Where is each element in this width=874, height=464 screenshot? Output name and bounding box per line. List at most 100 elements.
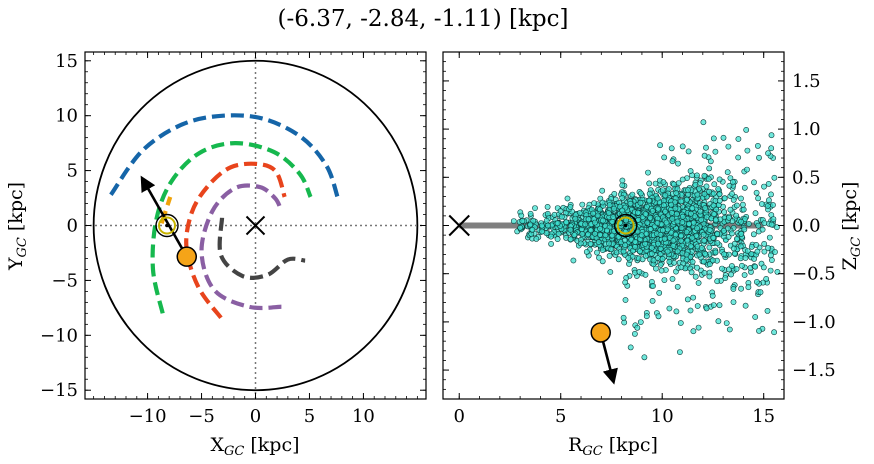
star-point	[619, 207, 626, 214]
star-point	[579, 230, 586, 237]
spiral-arm-arc	[109, 113, 340, 198]
star-point	[706, 244, 713, 251]
y-tick-label: −10	[40, 325, 78, 346]
star-point	[619, 182, 626, 189]
star-point	[599, 258, 606, 265]
star-point	[761, 220, 768, 226]
star-point	[632, 243, 638, 250]
star-point	[739, 262, 745, 269]
star-point	[646, 180, 653, 187]
x-tick-label: 0	[454, 406, 465, 427]
star-point	[720, 134, 727, 141]
star-point	[744, 166, 750, 173]
star-point	[595, 239, 602, 245]
star-point	[684, 237, 691, 244]
star-point	[643, 230, 650, 237]
spiral-arm-arc	[150, 141, 313, 314]
star-point	[591, 200, 597, 206]
star-point	[668, 229, 675, 236]
star-point	[671, 181, 677, 188]
star-point	[748, 251, 755, 257]
star-point	[700, 258, 707, 265]
star-point	[701, 269, 708, 276]
star-point	[703, 305, 710, 312]
star-point	[760, 264, 767, 271]
star-point	[543, 217, 550, 224]
star-point	[654, 195, 661, 202]
star-point	[768, 145, 775, 152]
star-point	[677, 320, 684, 326]
star-point	[510, 218, 517, 224]
star-point	[678, 232, 684, 239]
star-point	[643, 313, 650, 320]
star-point	[636, 268, 643, 275]
star-point	[539, 228, 545, 235]
star-point	[711, 211, 717, 217]
star-point	[742, 255, 749, 261]
x-tick-label: −5	[188, 406, 215, 427]
star-point	[729, 190, 735, 197]
star-point	[532, 205, 538, 211]
star-point	[764, 203, 771, 209]
star-point	[675, 160, 681, 167]
spiral-arm-arc	[199, 183, 283, 311]
star-point	[609, 232, 616, 239]
star-point	[697, 180, 704, 187]
x-tick-label: 10	[352, 406, 375, 427]
star-point	[772, 249, 778, 255]
y-tick-label: 0.5	[792, 167, 821, 188]
star-point	[695, 324, 702, 331]
star-point	[740, 201, 746, 208]
star-point	[679, 213, 686, 220]
star-point	[673, 308, 680, 315]
right-y-axis-label: ZGC [kpc]	[839, 182, 864, 271]
star-point	[755, 222, 762, 229]
star-point	[698, 216, 705, 223]
star-point	[688, 210, 694, 217]
star-point	[619, 177, 626, 184]
star-point	[753, 241, 760, 248]
star-point	[716, 191, 723, 198]
star-point	[740, 206, 747, 213]
star-point	[637, 319, 644, 325]
star-point	[650, 257, 657, 264]
star-point	[627, 344, 634, 351]
star-point	[768, 252, 774, 259]
star-point	[714, 231, 721, 237]
star-point	[716, 197, 723, 204]
star-point	[620, 248, 627, 255]
star-point	[706, 261, 713, 268]
star-point	[741, 184, 748, 191]
star-point	[751, 179, 757, 186]
star-point	[763, 275, 770, 282]
star-point	[709, 292, 716, 299]
star-point	[712, 217, 719, 223]
star-point	[730, 179, 736, 185]
star-point	[683, 229, 690, 235]
star-point	[659, 255, 666, 262]
star-point	[648, 250, 655, 257]
star-point	[738, 285, 744, 292]
star-point	[649, 297, 656, 304]
star-point	[738, 195, 744, 202]
star-point	[670, 237, 677, 244]
y-tick-label: −0.5	[792, 264, 836, 285]
star-point	[554, 220, 561, 227]
star-point	[710, 190, 717, 197]
star-point	[692, 181, 699, 188]
star-point	[599, 199, 606, 206]
star-point	[533, 235, 540, 242]
star-point	[530, 217, 537, 224]
star-point	[725, 143, 732, 150]
star-point	[719, 265, 725, 272]
star-point	[627, 200, 634, 207]
star-point	[756, 327, 762, 334]
star-point	[590, 210, 596, 217]
star-point	[765, 150, 771, 157]
star-point	[687, 168, 694, 174]
star-point	[688, 269, 695, 276]
star-point	[519, 218, 526, 224]
star-point	[730, 245, 737, 252]
star-point	[741, 272, 748, 278]
star-point	[669, 275, 676, 282]
